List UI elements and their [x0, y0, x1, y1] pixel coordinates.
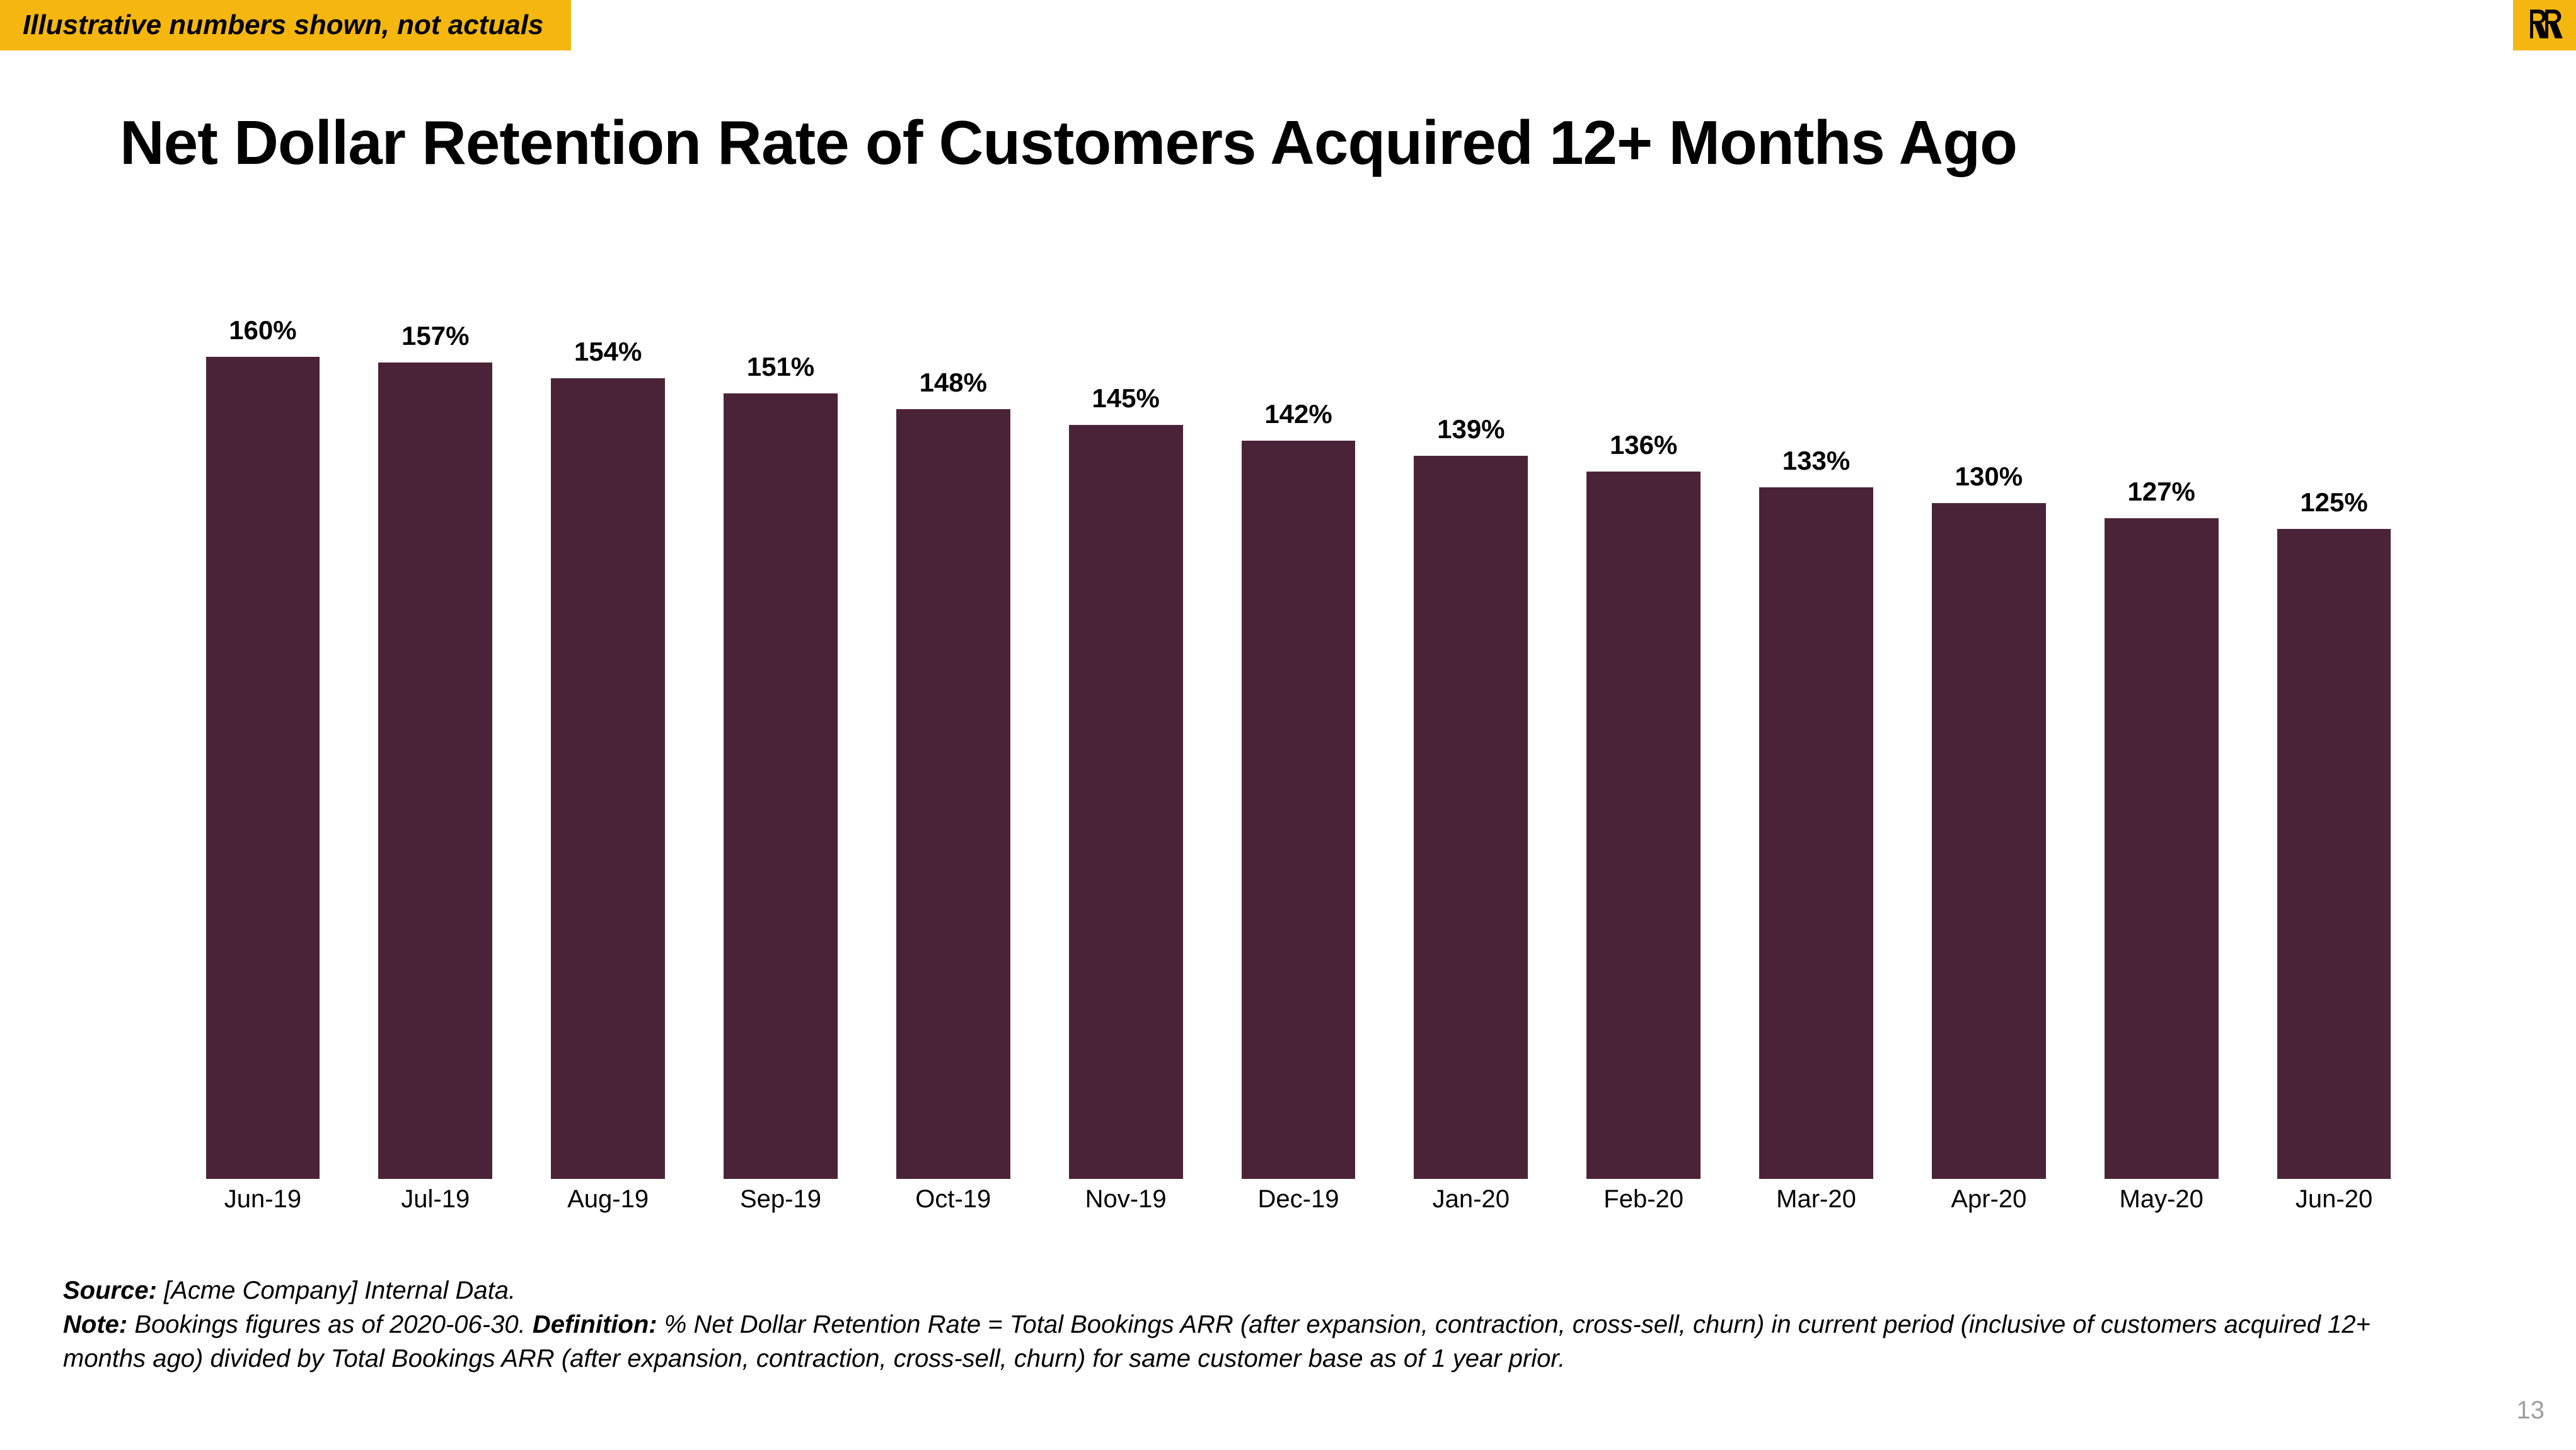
x-axis-label: Mar-20: [1730, 1185, 1903, 1223]
bar-value-label: 139%: [1437, 414, 1505, 444]
x-axis-label: Jul-19: [349, 1185, 522, 1223]
bar-value-label: 142%: [1264, 399, 1332, 429]
bar-rect: [724, 393, 838, 1179]
bar-value-label: 160%: [229, 315, 296, 345]
footnote-note-text-1: Bookings figures as of 2020-06-30.: [127, 1311, 533, 1338]
bar-value-label: 157%: [401, 321, 469, 351]
bar-rect: [551, 378, 665, 1180]
bar-rect: [206, 357, 320, 1179]
bar-rect: [2105, 518, 2219, 1179]
x-axis-label: Jan-20: [1385, 1185, 1557, 1223]
bar-slot: 145%: [1039, 315, 1212, 1179]
page-number: 13: [2517, 1396, 2545, 1425]
bar-slot: 136%: [1557, 315, 1730, 1179]
bar-value-label: 148%: [920, 368, 987, 398]
bar-rect: [1586, 472, 1701, 1179]
bar-value-label: 154%: [574, 337, 642, 367]
brand-logo-icon: [2526, 5, 2563, 46]
bar-rect: [2277, 529, 2391, 1179]
bar-slot: 130%: [1902, 315, 2075, 1179]
footnotes-block: Source: [Acme Company] Internal Data. No…: [63, 1273, 2458, 1376]
footnote-source-text: [Acme Company] Internal Data.: [157, 1277, 516, 1304]
bar-rect: [1069, 425, 1183, 1179]
bar-value-label: 125%: [2300, 487, 2367, 518]
chart-xaxis-labels: Jun-19Jul-19Aug-19Sep-19Oct-19Nov-19Dec-…: [176, 1185, 2420, 1223]
footnote-note-label: Note:: [63, 1311, 127, 1338]
x-axis-label: Dec-19: [1212, 1185, 1385, 1223]
chart-bars-row: 160% 157% 154% 151% 148% 145% 142% 139% 136% 133%…: [176, 315, 2420, 1179]
bar-value-label: 130%: [1955, 461, 2023, 492]
footnote-source-label: Source:: [63, 1277, 157, 1304]
x-axis-label: Aug-19: [522, 1185, 695, 1223]
disclaimer-text: Illustrative numbers shown, not actuals: [23, 9, 543, 41]
bar-rect: [1242, 441, 1356, 1180]
footnote-note-line: Note: Bookings figures as of 2020-06-30.…: [63, 1308, 2458, 1376]
bar-slot: 125%: [2248, 315, 2420, 1179]
page-title: Net Dollar Retention Rate of Customers A…: [120, 107, 2017, 178]
bar-value-label: 151%: [747, 352, 814, 382]
disclaimer-banner: Illustrative numbers shown, not actuals: [0, 0, 571, 50]
x-axis-label: Sep-19: [695, 1185, 867, 1223]
bar-rect: [896, 409, 1010, 1179]
bar-slot: 151%: [695, 315, 867, 1179]
bar-value-label: 136%: [1610, 430, 1677, 460]
bar-slot: 142%: [1212, 315, 1385, 1179]
x-axis-label: May-20: [2075, 1185, 2248, 1223]
bar-slot: 133%: [1730, 315, 1903, 1179]
x-axis-label: Feb-20: [1557, 1185, 1730, 1223]
bar-value-label: 127%: [2127, 477, 2195, 507]
x-axis-label: Jun-19: [176, 1185, 349, 1223]
bar-slot: 157%: [349, 315, 522, 1179]
footnote-definition-label: Definition:: [533, 1311, 657, 1338]
x-axis-label: Oct-19: [867, 1185, 1039, 1223]
bar-slot: 139%: [1385, 315, 1557, 1179]
bar-rect: [378, 362, 492, 1179]
footnote-source-line: Source: [Acme Company] Internal Data.: [63, 1273, 2458, 1308]
bar-slot: 148%: [867, 315, 1039, 1179]
bar-slot: 160%: [176, 315, 349, 1179]
x-axis-label: Nov-19: [1039, 1185, 1212, 1223]
bar-rect: [1759, 487, 1873, 1179]
bar-slot: 154%: [522, 315, 695, 1179]
x-axis-label: Jun-20: [2248, 1185, 2420, 1223]
brand-logo-box: [2513, 0, 2576, 50]
bar-slot: 127%: [2075, 315, 2248, 1179]
bar-rect: [1932, 503, 2046, 1180]
retention-bar-chart: 160% 157% 154% 151% 148% 145% 142% 139% 136% 133%…: [176, 315, 2420, 1223]
bar-rect: [1414, 456, 1528, 1179]
bar-value-label: 145%: [1092, 383, 1159, 414]
bar-value-label: 133%: [1782, 446, 1850, 476]
x-axis-label: Apr-20: [1902, 1185, 2075, 1223]
